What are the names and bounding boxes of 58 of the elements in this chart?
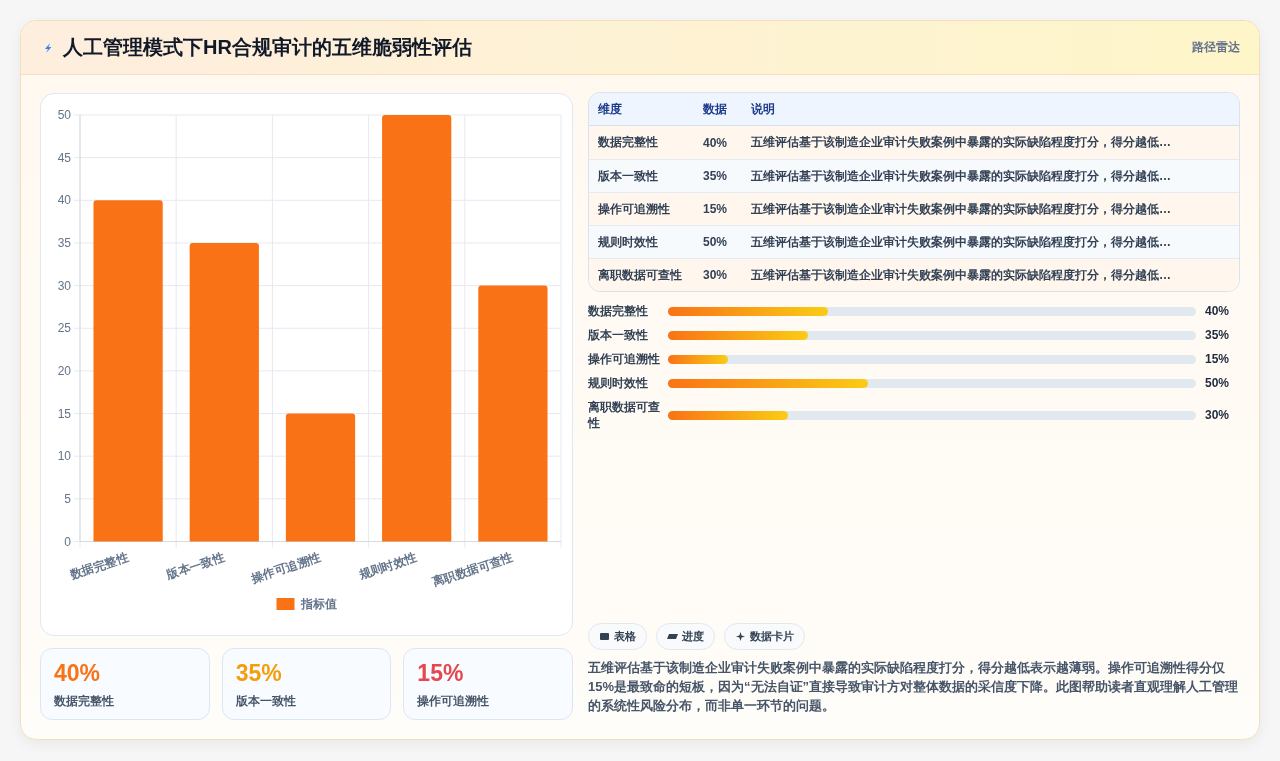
y-tick-label: 10 bbox=[57, 449, 72, 464]
data-label: 40% bbox=[1205, 304, 1230, 318]
data-label: 35% bbox=[1205, 328, 1230, 342]
y-tick-label: 25 bbox=[57, 321, 72, 336]
text: 50% bbox=[703, 235, 728, 249]
text: 五维评估基于该制造企业审计失败案例中暴露的实际缺陷程度打分，得分越低… bbox=[751, 200, 1172, 218]
text: 维度 bbox=[597, 100, 623, 118]
bar bbox=[668, 330, 808, 340]
y-tick-label: 0 bbox=[64, 534, 72, 549]
text: 15% bbox=[417, 660, 464, 686]
text: 40% bbox=[54, 660, 101, 686]
x-tick-label: 操作可追溯性 bbox=[248, 550, 323, 586]
y-tick-label: 数据完整性 bbox=[588, 303, 649, 319]
y-tick-label: 50 bbox=[57, 108, 72, 122]
y-tick-label: 45 bbox=[57, 150, 72, 165]
bar bbox=[189, 242, 259, 542]
y-tick-label: 40 bbox=[57, 193, 72, 208]
y-tick-label: 35 bbox=[57, 235, 72, 250]
text: 表格 bbox=[614, 629, 636, 644]
bar bbox=[285, 413, 356, 542]
text: 进度 bbox=[682, 629, 704, 644]
y-tick-label: 15 bbox=[57, 406, 72, 421]
y-tick-label: 30 bbox=[57, 278, 72, 293]
legend-label: 指标值 bbox=[299, 597, 337, 611]
chart-title: 人工管理模式下HR合规审计的五维脆弱性评估 bbox=[63, 35, 472, 60]
y-tick-label: 版本一致性 bbox=[588, 327, 649, 343]
text: 五维评估基于该制造企业审计失败案例中暴露的实际缺陷程度打分，得分越低… bbox=[751, 167, 1172, 185]
x-tick-label: 离职数据可查性 bbox=[429, 550, 515, 590]
y-tick-label: 5 bbox=[64, 491, 72, 506]
category-label: 版本一致性 bbox=[235, 693, 297, 709]
text: 五维评估基于该制造企业审计失败案例中暴露的实际缺陷程度打分，得分越低表示越薄弱。操作可追溯性得分仅15%是最致命的短板，因为“无法自证”直接导致审计方对整体数据的采信度下降。此图帮助读者直观理解人工管理的系统性风险分布，而非单一环节的问题。 bbox=[588, 659, 1240, 715]
text: 35% bbox=[235, 660, 282, 686]
data-label: 30% bbox=[1205, 408, 1230, 422]
bar bbox=[668, 306, 828, 316]
text: 五维评估基于该制造企业审计失败案例中暴露的实际缺陷程度打分，得分越低… bbox=[751, 266, 1172, 284]
text: 说明 bbox=[751, 100, 776, 118]
y-tick-label: 操作可追溯性 bbox=[588, 351, 661, 367]
category-label: 操作可追溯性 bbox=[417, 693, 491, 709]
y-tick-label: 20 bbox=[57, 363, 72, 378]
bar bbox=[668, 354, 728, 364]
bar bbox=[478, 285, 548, 542]
text: 40% bbox=[703, 135, 728, 150]
text: 数据 bbox=[703, 100, 728, 118]
text: 五维评估基于该制造企业审计失败案例中暴露的实际缺陷程度打分，得分越低… bbox=[751, 233, 1172, 251]
x-tick-label: 规则时效性 bbox=[356, 550, 419, 583]
data-label: 50% bbox=[1205, 376, 1230, 390]
x-tick-label: 版本一致性 bbox=[163, 550, 227, 583]
y-tick-label: 离职数据可查性 bbox=[588, 399, 661, 431]
bar bbox=[382, 115, 452, 542]
text: 30% bbox=[703, 268, 728, 282]
data-label: 15% bbox=[1205, 352, 1230, 366]
bar bbox=[93, 200, 163, 542]
text: 五维评估基于该制造企业审计失败案例中暴露的实际缺陷程度打分，得分越低… bbox=[751, 134, 1172, 151]
text: 15% bbox=[703, 202, 728, 216]
text: 35% bbox=[703, 169, 728, 183]
text: 数据卡片 bbox=[750, 629, 794, 644]
text: 路径雷达 bbox=[1192, 39, 1240, 56]
y-tick-label: 规则时效性 bbox=[588, 375, 649, 391]
